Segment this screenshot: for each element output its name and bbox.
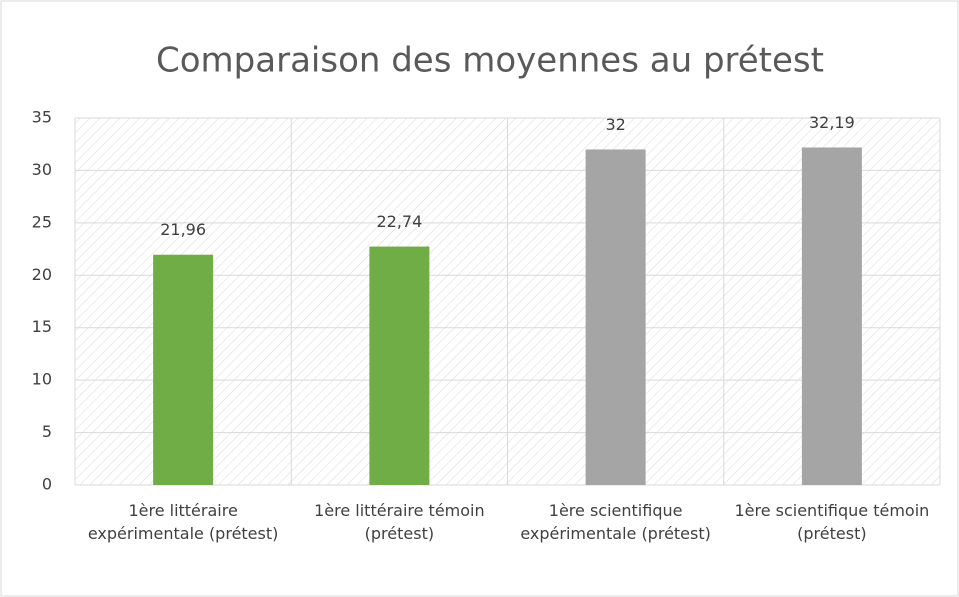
chart-title: Comparaison des moyennes au prétest [156, 41, 824, 81]
y-tick-label: 35 [32, 108, 52, 127]
x-tick-label: 1ère littéraire témoin (prétest) [314, 501, 485, 543]
bar [801, 147, 862, 486]
value-label: 22,74 [376, 212, 422, 231]
y-tick-label: 5 [42, 422, 52, 441]
y-tick-label: 20 [32, 265, 52, 284]
bar [369, 246, 430, 485]
y-tick-label: 25 [32, 212, 52, 231]
value-label: 32 [605, 115, 625, 134]
y-tick-label: 15 [32, 317, 52, 336]
y-tick-label: 0 [42, 475, 52, 494]
y-tick-label: 10 [32, 370, 52, 389]
value-label: 21,96 [160, 220, 206, 239]
x-tick-label: 1ère littéraire expérimentale (prétest) [87, 501, 279, 543]
y-tick-label: 30 [32, 160, 52, 179]
x-tick-label: 1ère scientifique expérimentale (prétest… [520, 501, 711, 543]
bar [153, 254, 214, 485]
value-label: 32,19 [809, 113, 855, 132]
x-tick-label: 1ère scientifique témoin (prétest) [734, 501, 930, 543]
bar [585, 149, 646, 485]
